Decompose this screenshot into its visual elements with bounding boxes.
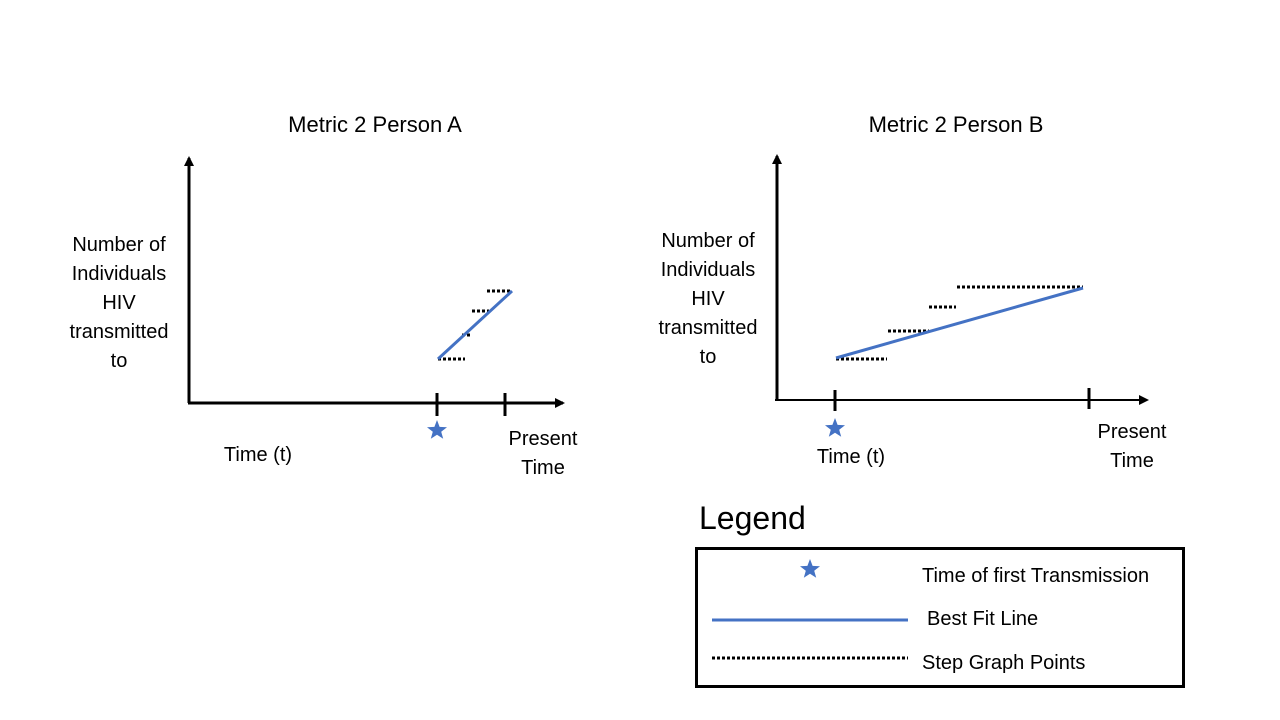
- panel-b-y-label-line-5: to: [700, 346, 717, 368]
- panel-a-x-label: Time (t): [224, 444, 292, 466]
- panel-a-y-label-line-5: to: [111, 350, 128, 372]
- panel-a-star-icon: [427, 420, 447, 439]
- panel-a-present-label-line-2: Time: [521, 457, 565, 479]
- panel-a-y-label-line-4: transmitted: [70, 321, 169, 343]
- panel-b-x-label: Time (t): [817, 446, 885, 468]
- legend-title: Legend: [699, 500, 806, 536]
- legend-label-step-points: Step Graph Points: [922, 652, 1085, 674]
- panel-b-y-label-line-3: HIV: [691, 288, 725, 310]
- panel-a: Metric 2 Person A Number of Individuals …: [70, 112, 578, 479]
- panel-b-star-icon: [825, 418, 845, 437]
- panel-b-y-label-line-2: Individuals: [661, 259, 756, 281]
- panel-b: Metric 2 Person B Number of Individuals …: [659, 112, 1167, 472]
- panel-b-y-label: Number of Individuals HIV transmitted to: [659, 230, 758, 368]
- panel-a-best-fit-line: [436, 289, 514, 361]
- legend-label-best-fit: Best Fit Line: [927, 608, 1038, 630]
- panel-b-present-label-line-1: Present: [1098, 421, 1167, 443]
- panel-b-y-label-line-1: Number of: [661, 230, 755, 252]
- legend-label-first-transmission: Time of first Transmission: [922, 565, 1149, 587]
- panel-a-y-label: Number of Individuals HIV transmitted to: [70, 234, 169, 372]
- legend: Legend Time of first Transmission Best F…: [695, 500, 1185, 688]
- panel-b-y-label-line-4: transmitted: [659, 317, 758, 339]
- panel-a-y-label-line-1: Number of: [72, 234, 166, 256]
- panel-b-present-label-line-2: Time: [1110, 450, 1154, 472]
- panel-b-title: Metric 2 Person B: [869, 112, 1044, 137]
- legend-star-icon: [800, 559, 820, 578]
- panel-a-y-label-line-3: HIV: [102, 292, 136, 314]
- legend-box: [695, 547, 1185, 688]
- panel-a-title: Metric 2 Person A: [288, 112, 462, 137]
- panel-a-present-label-line-1: Present: [509, 428, 578, 450]
- panel-a-y-label-line-2: Individuals: [72, 263, 167, 285]
- panel-b-best-fit-line: [835, 286, 1084, 360]
